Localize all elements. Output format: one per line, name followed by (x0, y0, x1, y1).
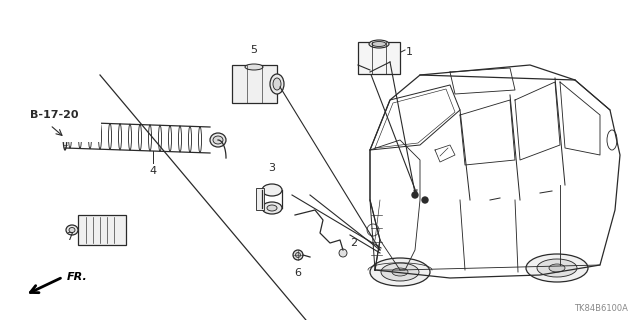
Text: 6: 6 (294, 268, 301, 278)
Circle shape (293, 250, 303, 260)
Ellipse shape (270, 74, 284, 94)
Text: 1: 1 (406, 47, 413, 57)
FancyBboxPatch shape (232, 65, 277, 103)
Ellipse shape (245, 64, 263, 70)
Ellipse shape (213, 136, 223, 144)
Text: 3: 3 (269, 163, 275, 173)
FancyBboxPatch shape (358, 42, 400, 74)
Text: 5: 5 (250, 45, 257, 55)
Text: 2: 2 (350, 238, 357, 248)
Ellipse shape (381, 263, 419, 281)
Text: 4: 4 (149, 166, 157, 176)
Ellipse shape (369, 40, 389, 48)
Circle shape (296, 252, 301, 258)
Text: TK84B6100A: TK84B6100A (574, 304, 628, 313)
Ellipse shape (370, 258, 430, 286)
Ellipse shape (392, 268, 408, 276)
Ellipse shape (273, 78, 281, 90)
Ellipse shape (262, 202, 282, 214)
Text: 7: 7 (66, 232, 73, 242)
Ellipse shape (210, 133, 226, 147)
FancyBboxPatch shape (78, 215, 126, 245)
Circle shape (422, 197, 428, 203)
Circle shape (412, 192, 418, 198)
Ellipse shape (267, 205, 277, 211)
Ellipse shape (66, 225, 78, 235)
Text: B-17-20: B-17-20 (30, 110, 79, 120)
Ellipse shape (372, 42, 386, 46)
Ellipse shape (262, 184, 282, 196)
FancyBboxPatch shape (256, 188, 264, 210)
Ellipse shape (549, 264, 565, 272)
Ellipse shape (526, 254, 588, 282)
Ellipse shape (537, 259, 577, 277)
Circle shape (339, 249, 347, 257)
Text: FR.: FR. (67, 272, 88, 282)
Ellipse shape (69, 228, 75, 233)
Ellipse shape (63, 120, 67, 150)
